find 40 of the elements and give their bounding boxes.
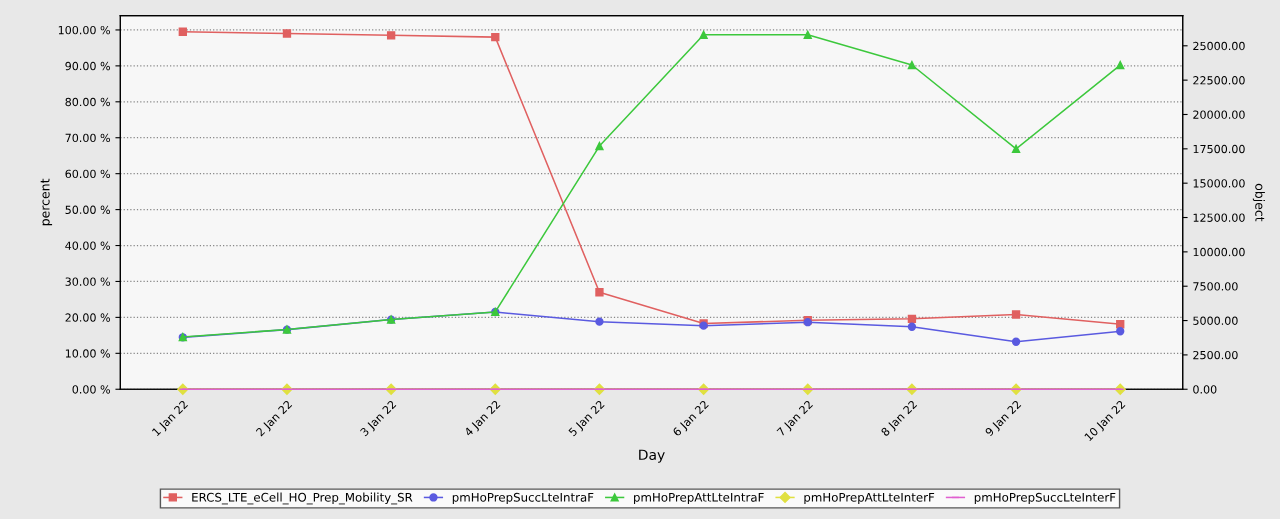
y-tick-label: 40.00 %: [65, 241, 110, 250]
x-tick-label: 1 Jan 22: [151, 399, 190, 438]
x-tick-label: 7 Jan 22: [776, 399, 815, 438]
legend-label: pmHoPrepSuccLteInterF: [974, 492, 1116, 505]
y2-tick-label: 2500.00: [1193, 350, 1238, 360]
y2-tick-label: 22500.00: [1193, 76, 1245, 85]
x-tick-label: 10 Jan 22: [1084, 399, 1127, 443]
y2-tick-label: 25000.00: [1193, 41, 1245, 51]
x-tick-label: 9 Jan 22: [984, 399, 1023, 439]
y-axis-title: percent: [40, 178, 53, 226]
y-tick-label: 20.00 %: [65, 313, 110, 322]
x-axis-title: Day: [639, 449, 665, 463]
y2-tick-label: 20000.00: [1193, 110, 1245, 119]
y2-axis-title: object: [1252, 183, 1265, 222]
legend-label: pmHoPrepAttLteIntraF: [634, 492, 764, 505]
y-tick-label: 50.00 %: [65, 205, 110, 214]
x-tick-label: 5 Jan 22: [568, 399, 607, 439]
y-tick-label: 90.00 %: [65, 61, 110, 71]
y2-tick-label: 7500.00: [1193, 282, 1238, 291]
y-tick-label: 30.00 %: [65, 277, 110, 286]
y-tick-label: 60.00 %: [65, 169, 110, 179]
legend-label: pmHoPrepSuccLteIntraF: [452, 492, 594, 505]
x-tick-label: 4 Jan 22: [463, 399, 503, 439]
legend-label: ERCS_LTE_eCell_HO_Prep_Mobility_SR: [192, 492, 413, 505]
y-tick-label: 0.00 %: [72, 385, 110, 394]
x-tick-label: 3 Jan 22: [359, 399, 398, 439]
y2-tick-label: 5000.00: [1193, 316, 1238, 325]
y2-tick-label: 10000.00: [1193, 247, 1245, 257]
y2-tick-label: 12500.00: [1193, 213, 1245, 222]
y-tick-label: 70.00 %: [65, 133, 110, 143]
y2-tick-label: 17500.00: [1193, 144, 1245, 154]
x-tick-label: 8 Jan 22: [880, 399, 919, 439]
x-tick-label: 6 Jan 22: [672, 399, 711, 439]
y-tick-label: 10.00 %: [65, 349, 110, 358]
x-tick-label: 2 Jan 22: [255, 399, 294, 439]
legend-label: pmHoPrepAttLteInterF: [804, 492, 935, 505]
y-tick-label: 100.00 %: [58, 25, 110, 35]
y2-tick-label: 0.00: [1193, 385, 1217, 394]
y2-tick-label: 15000.00: [1193, 179, 1245, 188]
y-tick-label: 80.00 %: [65, 97, 110, 107]
